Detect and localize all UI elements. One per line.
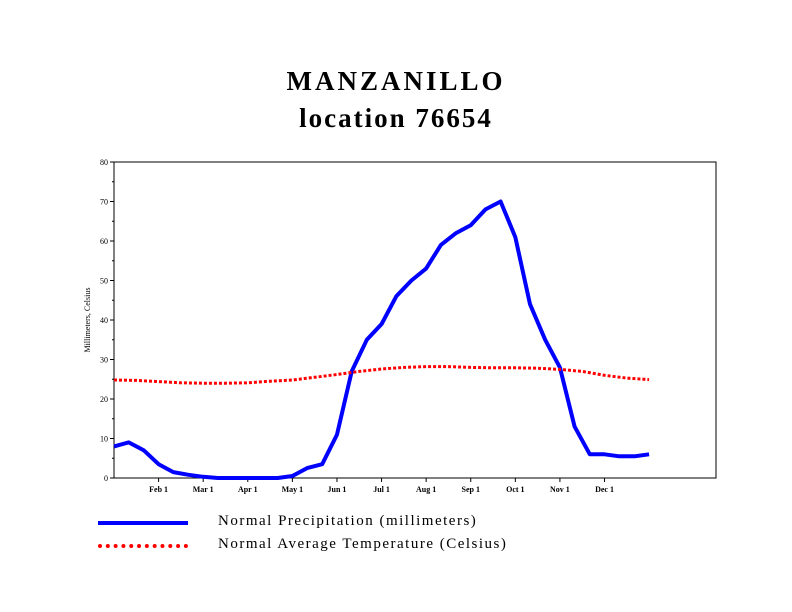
x-tick-label: Mar 1 xyxy=(193,485,214,494)
y-axis-label: Millimeters, Celsius xyxy=(83,288,92,353)
legend-entry-temperature: Normal Average Temperature (Celsius) xyxy=(98,536,738,556)
y-tick-label: 50 xyxy=(100,277,108,286)
y-tick-label: 10 xyxy=(100,435,108,444)
x-tick-label: Jun 1 xyxy=(328,485,347,494)
x-tick-label: Oct 1 xyxy=(506,485,524,494)
precipitation-line xyxy=(113,199,650,480)
x-tick-label: Nov 1 xyxy=(550,485,570,494)
x-tick-label: Aug 1 xyxy=(416,485,436,494)
y-tick-label: 70 xyxy=(100,198,108,207)
x-tick-label: Feb 1 xyxy=(149,485,168,494)
y-tick-label: 0 xyxy=(104,474,108,483)
x-tick-label: Jul 1 xyxy=(373,485,390,494)
y-tick-label: 40 xyxy=(100,316,108,325)
legend-swatch-precipitation xyxy=(98,521,188,525)
chart-title: MANZANILLO xyxy=(286,66,506,96)
legend-label-precipitation: Normal Precipitation (millimeters) xyxy=(218,513,478,529)
x-tick-label: May 1 xyxy=(282,485,304,494)
plot-frame xyxy=(113,161,717,479)
legend-swatch-temperature xyxy=(98,544,188,548)
y-tick-label: 60 xyxy=(100,237,108,246)
y-tick-label: 30 xyxy=(100,356,108,365)
legend-entry-precipitation: Normal Precipitation (millimeters) xyxy=(98,513,738,533)
y-tick-label: 80 xyxy=(100,158,108,167)
x-tick-label: Sep 1 xyxy=(462,485,480,494)
temperature-line xyxy=(113,365,650,385)
y-tick-label: 20 xyxy=(100,395,108,404)
chart-subtitle: location 76654 xyxy=(299,103,493,133)
x-tick-label: Dec 1 xyxy=(595,485,614,494)
legend-label-temperature: Normal Average Temperature (Celsius) xyxy=(218,536,508,552)
x-tick-label: Apr 1 xyxy=(238,485,258,494)
